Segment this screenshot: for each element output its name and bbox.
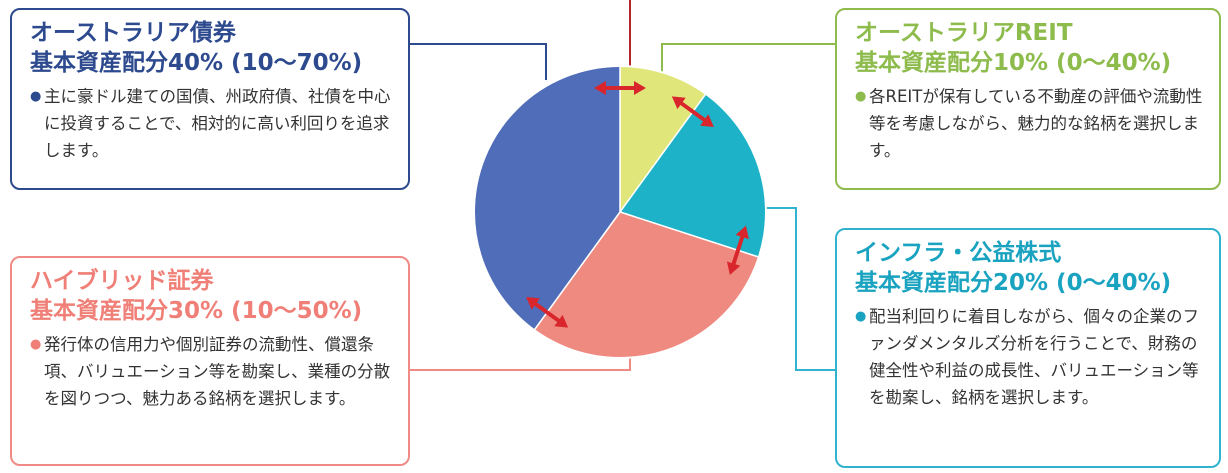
hybrid-bullet-icon: ● [30,337,42,352]
bonds-description-wrap: ● 主に豪ドル建ての国債、州政府債、社債を中心に投資することで、相対的に高い利回… [30,83,394,164]
connector-reit [661,43,835,80]
bonds-box: オーストラリア債券 基本資産配分40% (10～70%) ● 主に豪ドル建ての国… [10,8,410,190]
range-arrow-icon [726,225,749,276]
hybrid-description-wrap: ● 発行体の信用力や個別証券の流動性、償還条項、バリュエーション等を勘案し、業種… [30,331,394,412]
reit-box: オーストラリアREIT 基本資産配分10% (0～40%) ● 各REITが保有… [835,8,1221,190]
hybrid-box: ハイブリッド証券 基本資産配分30% (10～50%) ● 発行体の信用力や個別… [10,256,410,466]
reit-description-wrap: ● 各REITが保有している不動産の評価や流動性等を考慮しながら、魅力的な銘柄を… [855,83,1205,164]
pie-outline [473,65,767,359]
reit-bullet-icon: ● [855,89,867,104]
connector-bonds [410,43,547,80]
infra-description-wrap: ● 配当利回りに着目しながら、個々の企業のファンダメンタルズ分析を行うことで、財… [855,303,1205,411]
reit-name: オーストラリアREIT [855,20,1073,46]
bonds-name: オーストラリア債券 [30,20,236,46]
hybrid-description: 発行体の信用力や個別証券の流動性、償還条項、バリュエーション等を勘案し、業種の分… [44,335,391,408]
infra-allocation: 基本資産配分20% (0～40%) [855,270,1172,296]
infra-name: インフラ・公益株式 [855,240,1062,266]
bonds-description: 主に豪ドル建ての国債、州政府債、社債を中心に投資することで、相対的に高い利回りを… [44,87,391,160]
infra-box: インフラ・公益株式 基本資産配分20% (0～40%) ● 配当利回りに着目しな… [835,228,1221,468]
range-arrow-icon [671,96,714,127]
bonds-bullet-icon: ● [30,89,42,104]
range-arrow-icon [594,81,646,95]
bonds-allocation: 基本資産配分40% (10～70%) [30,50,363,76]
connector-infra [740,207,835,371]
reit-allocation: 基本資産配分10% (0～40%) [855,50,1172,76]
hybrid-name: ハイブリッド証券 [30,268,214,294]
reit-description: 各REITが保有している不動産の評価や流動性等を考慮しながら、魅力的な銘柄を選択… [869,87,1203,160]
hybrid-allocation: 基本資産配分30% (10～50%) [30,298,363,324]
infra-bullet-icon: ● [855,309,867,324]
infra-description: 配当利回りに着目しながら、個々の企業のファンダメンタルズ分析を行うことで、財務の… [869,307,1199,407]
range-arrow-icon [526,297,569,328]
